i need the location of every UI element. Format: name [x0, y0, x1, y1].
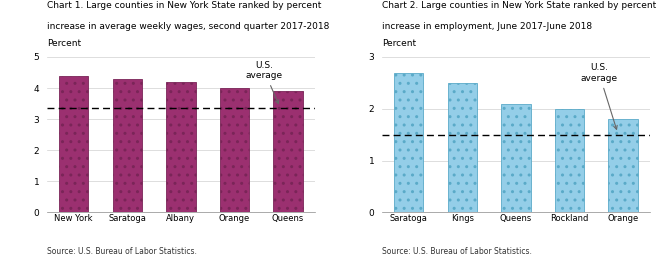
- Bar: [555, 109, 584, 212]
- Text: Percent: Percent: [47, 39, 81, 48]
- Text: Chart 2. Large counties in New York State ranked by percent: Chart 2. Large counties in New York Stat…: [382, 1, 656, 10]
- Text: U.S.
average: U.S. average: [580, 63, 618, 129]
- Bar: [501, 104, 531, 212]
- Bar: [273, 91, 303, 212]
- Text: Source: U.S. Bureau of Labor Statistics.: Source: U.S. Bureau of Labor Statistics.: [382, 247, 532, 256]
- Bar: [394, 73, 423, 212]
- Bar: [608, 119, 638, 212]
- Bar: [59, 76, 88, 212]
- Text: U.S.
average: U.S. average: [245, 61, 283, 104]
- Text: Source: U.S. Bureau of Labor Statistics.: Source: U.S. Bureau of Labor Statistics.: [47, 247, 197, 256]
- Text: increase in employment, June 2017-June 2018: increase in employment, June 2017-June 2…: [382, 21, 592, 31]
- Text: increase in average weekly wages, second quarter 2017-2018: increase in average weekly wages, second…: [47, 21, 329, 31]
- Bar: [166, 82, 196, 212]
- Bar: [448, 83, 477, 212]
- Text: Chart 1. Large counties in New York State ranked by percent: Chart 1. Large counties in New York Stat…: [47, 1, 322, 10]
- Bar: [113, 79, 142, 212]
- Bar: [220, 88, 249, 212]
- Text: Percent: Percent: [382, 39, 416, 48]
